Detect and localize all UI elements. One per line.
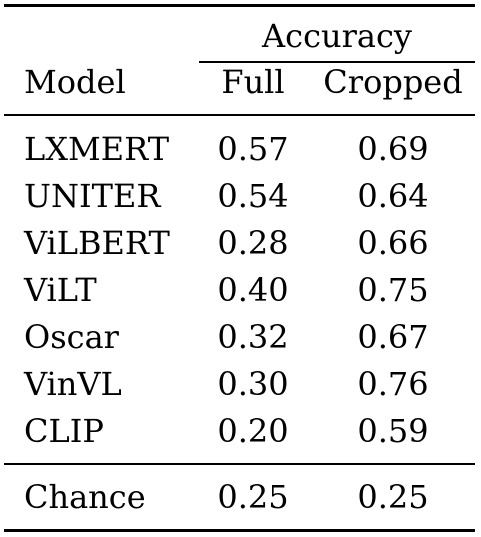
model-name: CLIP [24,412,104,450]
cropped-accuracy: 0.69 [357,130,429,168]
baseline-full-accuracy: 0.25 [217,478,289,516]
cropped-accuracy: 0.76 [357,365,429,403]
group-rule [199,61,475,63]
model-column-header: Model [24,63,126,101]
full-column-header: Full [221,63,285,101]
cropped-accuracy: 0.67 [357,318,429,356]
cropped-accuracy: 0.66 [357,224,429,262]
model-name: ViLBERT [24,224,170,262]
baseline-rule [4,463,475,465]
cropped-accuracy: 0.75 [357,271,429,309]
model-name: LXMERT [24,130,170,168]
cropped-accuracy: 0.64 [357,177,429,215]
model-name: Oscar [24,318,119,356]
cropped-accuracy: 0.59 [357,412,429,450]
model-name: UNITER [24,177,161,215]
full-accuracy: 0.54 [217,177,289,215]
header-rule [4,114,475,116]
full-accuracy: 0.40 [217,271,289,309]
cropped-column-header: Cropped [323,63,463,101]
bottom-rule [4,529,475,532]
full-accuracy: 0.20 [217,412,289,450]
full-accuracy: 0.32 [217,318,289,356]
accuracy-group-header: Accuracy [262,17,412,55]
top-rule [4,4,475,7]
full-accuracy: 0.57 [217,130,289,168]
model-name: ViLT [24,271,97,309]
baseline-name: Chance [24,478,146,516]
full-accuracy: 0.30 [217,365,289,403]
model-name: VinVL [24,365,122,403]
baseline-cropped-accuracy: 0.25 [357,478,429,516]
full-accuracy: 0.28 [217,224,289,262]
